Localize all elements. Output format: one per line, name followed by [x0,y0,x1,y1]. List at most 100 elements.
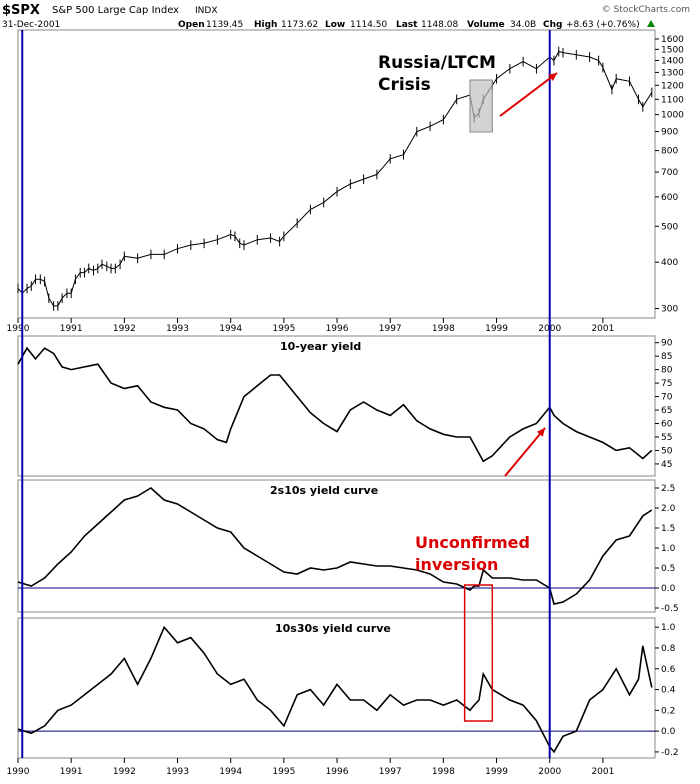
panel-frame [17,29,656,319]
series-line [17,487,653,605]
open-value: 1139.45 [206,20,243,30]
y-tick-label: 0.4 [661,686,676,696]
y-tick-label: 1000 [661,111,684,121]
year-tick-label: 1993 [166,324,189,334]
series-line [17,625,653,754]
year-tick-label: 1991 [60,767,83,777]
year-tick-label: 1990 [7,324,30,334]
crisis-annotation-line1: Russia/LTCM [378,53,496,73]
date-label: 31-Dec-2001 [2,20,60,30]
y-tick-label: 70 [661,393,673,403]
y-tick-label: 90 [661,339,673,349]
index-name-label: S&P 500 Large Cap Index [52,5,179,16]
chg-label: Chg [543,20,562,30]
y-tick-label: -0.5 [661,604,679,614]
y-tick-label: 800 [661,147,678,157]
last-label: Last [396,20,418,30]
price-peak-arrow [499,72,558,117]
year-tick-label: 1998 [432,767,455,777]
symbol-label: $SPX [2,3,40,18]
chg-value: +8.63 (+0.76%) [566,20,640,30]
panel-frame [17,335,656,477]
y-tick-label: 1.0 [661,623,676,633]
price-line [17,50,653,307]
y-tick-label: 2.5 [661,484,675,494]
low-value: 1114.50 [350,20,387,30]
y-tick-label: 0.0 [661,584,676,594]
y-tick-label: 1.0 [661,544,676,554]
year-tick-label: 1991 [60,324,83,334]
year-tick-label: 1994 [219,324,242,334]
year-tick-label: 1997 [379,324,402,334]
panel-frame [17,617,656,759]
low-label: Low [325,20,345,30]
panel-title: 10-year yield [280,340,361,353]
y-tick-label: 0.2 [661,706,675,716]
year-tick-label: 1999 [485,324,508,334]
inversion-annotation-line1: Unconfirmed [415,533,530,552]
yield-peak-arrow-head [536,428,545,437]
y-tick-label: 1200 [661,81,684,91]
year-tick-label: 2001 [591,767,614,777]
y-tick-label: 600 [661,193,678,203]
y-tick-label: -0.2 [661,748,679,758]
inversion-highlight-box [463,584,494,722]
y-tick-label: 75 [661,379,672,389]
high-label: High [254,20,277,30]
crisis-annotation-line2: Crisis [378,75,431,95]
up-arrow-icon [647,20,655,27]
last-value: 1148.08 [421,20,458,30]
price-peak-arrow-head [548,73,557,82]
y-tick-label: 300 [661,305,678,315]
panel-frame [17,479,656,613]
y-tick-label: 1400 [661,56,684,66]
y-tick-label: 1500 [661,45,684,55]
year-tick-label: 2000 [538,767,561,777]
y-tick-label: 900 [661,128,678,138]
year-tick-label: 1992 [113,767,136,777]
year-tick-label: 1995 [272,324,295,334]
panel-title: 10s30s yield curve [275,622,391,635]
y-tick-label: 85 [661,352,672,362]
y-tick-label: 80 [661,366,673,376]
y-tick-label: 1600 [661,35,684,45]
year-tick-label: 1996 [326,324,349,334]
y-tick-label: 500 [661,222,678,232]
y-tick-label: 1300 [661,68,684,78]
year-tick-label: 2001 [591,324,614,334]
year-tick-label: 1998 [432,324,455,334]
y-tick-label: 1100 [661,95,684,105]
volume-label: Volume [467,20,505,30]
inversion-annotation-line2: inversion [415,555,498,574]
panels: 1990 1990 1991 1991 1992 1992 1993 1993 1994 1994… [7,29,684,777]
y-tick-label: 55 [661,433,672,443]
y-tick-label: 0.8 [661,644,676,654]
year-tick-label: 1992 [113,324,136,334]
open-label: Open [178,20,205,30]
y-tick-label: 50 [661,446,673,456]
y-tick-label: 0.6 [661,665,676,675]
crisis-highlight-box [469,79,493,133]
high-value: 1173.62 [281,20,318,30]
volume-value: 34.0B [510,20,536,30]
y-tick-label: 0.5 [661,564,675,574]
year-tick-label: 1993 [166,767,189,777]
credit-label: © StockCharts.com [602,5,690,15]
year-tick-label: 1996 [326,767,349,777]
chart-marks: 10-year yield 2s10s yield curve 10s30s yie… [17,30,655,758]
y-tick-label: 0.0 [661,727,676,737]
y-tick-label: 1.5 [661,524,675,534]
exchange-label: INDX [195,6,217,16]
y-tick-label: 45 [661,460,672,470]
y-tick-label: 2.0 [661,504,676,514]
year-tick-label: 1995 [272,767,295,777]
series-line [17,346,653,463]
y-tick-label: 400 [661,258,678,268]
yield-peak-arrow [504,427,546,477]
year-tick-label: 1997 [379,767,402,777]
year-tick-label: 1994 [219,767,242,777]
y-tick-label: 65 [661,406,672,416]
year-tick-label: 1999 [485,767,508,777]
